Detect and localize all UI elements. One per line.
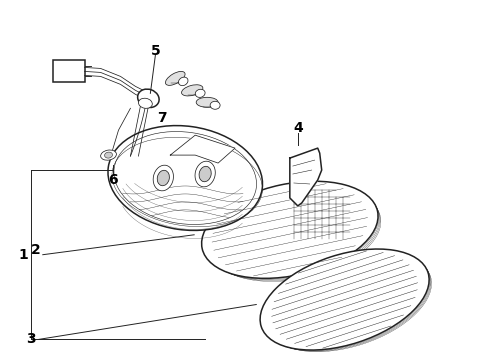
Polygon shape: [171, 135, 235, 163]
Ellipse shape: [196, 97, 218, 107]
Text: 2: 2: [31, 243, 41, 257]
Ellipse shape: [104, 152, 113, 158]
Text: 6: 6: [108, 173, 117, 187]
Ellipse shape: [201, 181, 378, 278]
Ellipse shape: [157, 170, 170, 186]
Ellipse shape: [210, 101, 220, 109]
FancyBboxPatch shape: [53, 60, 85, 82]
Ellipse shape: [199, 166, 211, 182]
Ellipse shape: [139, 98, 152, 108]
Ellipse shape: [178, 77, 188, 86]
Ellipse shape: [195, 89, 205, 98]
Polygon shape: [290, 148, 322, 206]
Text: 3: 3: [26, 332, 36, 346]
Ellipse shape: [153, 165, 173, 191]
Ellipse shape: [138, 89, 159, 108]
Ellipse shape: [195, 161, 215, 187]
Text: 4: 4: [293, 121, 303, 135]
Ellipse shape: [100, 150, 117, 160]
Ellipse shape: [166, 71, 185, 85]
Text: 1: 1: [18, 248, 28, 262]
Text: 5: 5: [150, 44, 160, 58]
Ellipse shape: [108, 126, 263, 230]
Text: 7: 7: [157, 111, 167, 125]
Ellipse shape: [181, 85, 203, 96]
Ellipse shape: [260, 249, 429, 350]
